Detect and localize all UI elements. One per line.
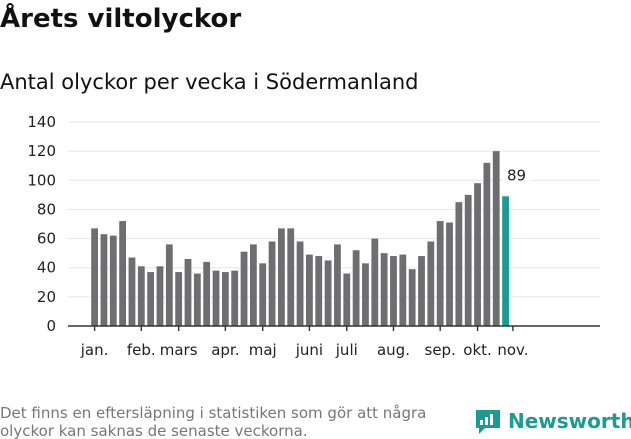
bar xyxy=(278,228,285,326)
x-tick-label: aug. xyxy=(377,341,410,359)
bar xyxy=(362,263,369,326)
newsworthy-logo[interactable]: Newsworthy xyxy=(474,406,631,436)
bar xyxy=(175,272,183,326)
bar xyxy=(193,273,201,326)
bar xyxy=(221,272,229,326)
x-tick-label: juni xyxy=(295,341,323,359)
bar xyxy=(91,228,98,326)
bar xyxy=(296,241,304,326)
bar xyxy=(147,272,155,326)
bar xyxy=(249,244,257,326)
bar xyxy=(212,270,220,326)
bar xyxy=(390,256,397,326)
bar xyxy=(231,270,239,326)
x-tick-label: juli xyxy=(335,341,358,359)
bar xyxy=(371,238,379,326)
chart-subtitle: Antal olyckor per vecka i Södermanland xyxy=(0,70,419,94)
bar xyxy=(418,256,425,326)
y-tick-label: 140 xyxy=(27,113,56,131)
chart-title: Årets viltolyckor xyxy=(0,4,242,34)
annotation-label: 89 xyxy=(507,166,526,184)
bar xyxy=(380,253,388,326)
bar xyxy=(464,194,472,326)
bar xyxy=(184,258,192,326)
bar xyxy=(399,254,407,326)
bar xyxy=(492,151,500,326)
y-tick-label: 20 xyxy=(37,288,56,306)
annotation-background xyxy=(502,166,531,186)
bar xyxy=(259,263,267,326)
bar xyxy=(203,261,211,326)
y-tick-label: 120 xyxy=(27,142,56,160)
y-tick-label: 60 xyxy=(37,230,56,248)
y-tick-label: 80 xyxy=(37,200,56,218)
x-tick-label: maj xyxy=(249,341,277,359)
bar xyxy=(268,241,276,326)
bar xyxy=(334,244,341,326)
bar xyxy=(343,273,351,326)
bar xyxy=(100,234,108,326)
bar xyxy=(315,256,323,326)
x-tick-label: mars xyxy=(160,341,198,359)
x-tick-label: okt. xyxy=(463,341,492,359)
bar xyxy=(446,222,453,326)
bar xyxy=(455,202,463,326)
bar xyxy=(474,183,481,326)
bar xyxy=(352,250,360,326)
x-tick-label: sep. xyxy=(425,341,456,359)
x-tick-label: nov. xyxy=(497,341,528,359)
bar xyxy=(137,266,145,326)
bar xyxy=(427,241,435,326)
bar xyxy=(306,254,313,326)
bar xyxy=(128,257,136,326)
y-tick-label: 0 xyxy=(46,317,56,335)
footnote: Det finns en eftersläpning i statistiken… xyxy=(0,404,427,439)
newsworthy-logo-icon xyxy=(476,410,500,434)
bar xyxy=(109,235,117,326)
y-tick-label: 40 xyxy=(37,259,56,277)
bar xyxy=(156,266,164,326)
x-tick-label: jan. xyxy=(80,341,109,359)
bar xyxy=(436,221,444,326)
newsworthy-logo-text: Newsworthy xyxy=(508,409,631,433)
bar-chart: 0 20 40 60 80 100 120 140 jan. feb. mars apr. maj jun… xyxy=(27,113,600,359)
bar xyxy=(165,244,173,326)
y-tick-label: 100 xyxy=(27,171,56,189)
bar xyxy=(240,251,248,326)
bar xyxy=(502,196,509,326)
bar xyxy=(483,162,491,326)
bar xyxy=(324,260,332,326)
bar xyxy=(119,221,127,326)
x-tick-label: apr. xyxy=(211,341,239,359)
bar xyxy=(287,228,295,326)
bar xyxy=(408,269,416,326)
x-tick-label: feb. xyxy=(127,341,156,359)
